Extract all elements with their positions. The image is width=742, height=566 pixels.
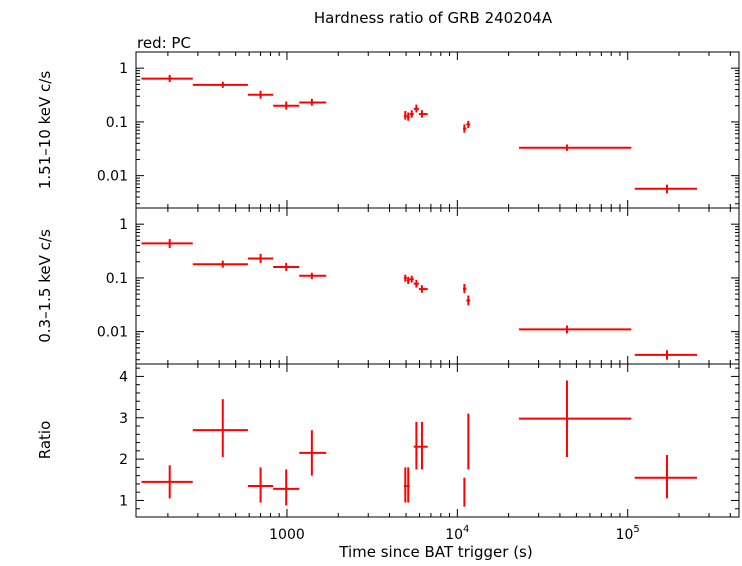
data-point-ratio [634, 454, 697, 499]
data-point-hard [141, 74, 193, 83]
series-ratio [141, 380, 697, 507]
y-axis-label-ratio: Ratio [36, 421, 54, 460]
data-point-ratio [299, 430, 327, 476]
data-point-ratio [413, 421, 419, 470]
y-tick-label-soft: 1 [119, 217, 128, 233]
data-point-soft [518, 325, 632, 334]
data-point-soft [466, 295, 471, 306]
y-tick-label-soft: 0.01 [97, 325, 128, 341]
data-point-soft [463, 284, 467, 294]
y-tick-label-soft: 0.1 [106, 271, 128, 287]
plot-frame-ratio [135, 363, 740, 518]
y-tick-label-hard: 0.01 [97, 169, 128, 185]
chart-subtitle: red: PC [137, 34, 191, 52]
panel-soft: 0.3–1.5 keV c/s 1 0.1 0.01 [36, 207, 740, 365]
data-point-ratio [141, 465, 193, 499]
data-point-ratio [403, 467, 407, 503]
data-point-ratio [406, 467, 410, 503]
data-point-hard [247, 90, 274, 99]
x-tick-label: 104 [445, 524, 469, 543]
data-point-hard [406, 112, 410, 121]
data-point-soft [299, 272, 327, 280]
series-soft [141, 238, 697, 360]
data-point-hard [409, 110, 414, 118]
data-point-hard [634, 184, 697, 194]
y-tick-label-ratio: 1 [119, 493, 128, 509]
data-point-ratio [518, 380, 632, 458]
data-point-hard [299, 98, 327, 106]
data-point-ratio [418, 421, 428, 470]
data-point-hard [418, 110, 428, 118]
plot-frame-hard [135, 51, 740, 209]
data-point-ratio [247, 467, 274, 503]
ticks-soft: 1 0.1 0.01 [97, 208, 739, 364]
y-axis-label-hard: 1.51–10 keV c/s [36, 71, 54, 189]
data-point-hard [518, 144, 632, 151]
data-point-hard [466, 120, 471, 129]
chart-title: Hardness ratio of GRB 240204A [314, 9, 553, 27]
ticks-ratio: 1 2 3 4 [119, 364, 739, 518]
data-point-soft [247, 253, 274, 263]
y-tick-label-hard: 0.1 [106, 115, 128, 131]
y-tick-label-ratio: 4 [119, 369, 128, 385]
data-point-ratio [463, 477, 466, 507]
data-point-soft [418, 285, 428, 293]
data-point-soft [141, 238, 193, 249]
x-tick-label: 1000 [269, 527, 305, 543]
x-tick-labels: 1000 104 105 [269, 524, 640, 543]
data-point-soft [192, 260, 248, 268]
y-tick-label-hard: 1 [119, 61, 128, 77]
data-point-ratio [273, 469, 300, 506]
x-axis-label: Time since BAT trigger (s) [338, 543, 532, 561]
data-point-soft [409, 275, 414, 283]
data-point-hard [192, 81, 248, 88]
data-point-hard [273, 101, 300, 110]
data-point-ratio [467, 413, 470, 470]
data-point-hard [463, 124, 467, 133]
data-point-hard [403, 110, 407, 120]
series-hard [141, 74, 697, 194]
data-point-soft [634, 350, 697, 360]
plot-frame-soft [135, 207, 740, 365]
y-axis-label-soft: 0.3–1.5 keV c/s [36, 229, 54, 343]
data-point-soft [273, 262, 300, 271]
y-tick-label-ratio: 3 [119, 411, 128, 427]
data-point-soft [413, 279, 419, 288]
data-point-ratio [192, 399, 248, 458]
panel-hard: 1.51–10 keV c/s 1 0.1 0.01 [36, 51, 740, 209]
y-tick-label-ratio: 2 [119, 452, 128, 468]
ticks-hard: 1 0.1 0.01 [97, 52, 739, 208]
data-point-soft [403, 274, 407, 282]
data-point-hard [413, 104, 419, 113]
data-point-soft [406, 276, 410, 285]
panel-ratio: Ratio 1 2 3 4 [36, 363, 740, 518]
x-tick-label: 105 [616, 524, 640, 543]
